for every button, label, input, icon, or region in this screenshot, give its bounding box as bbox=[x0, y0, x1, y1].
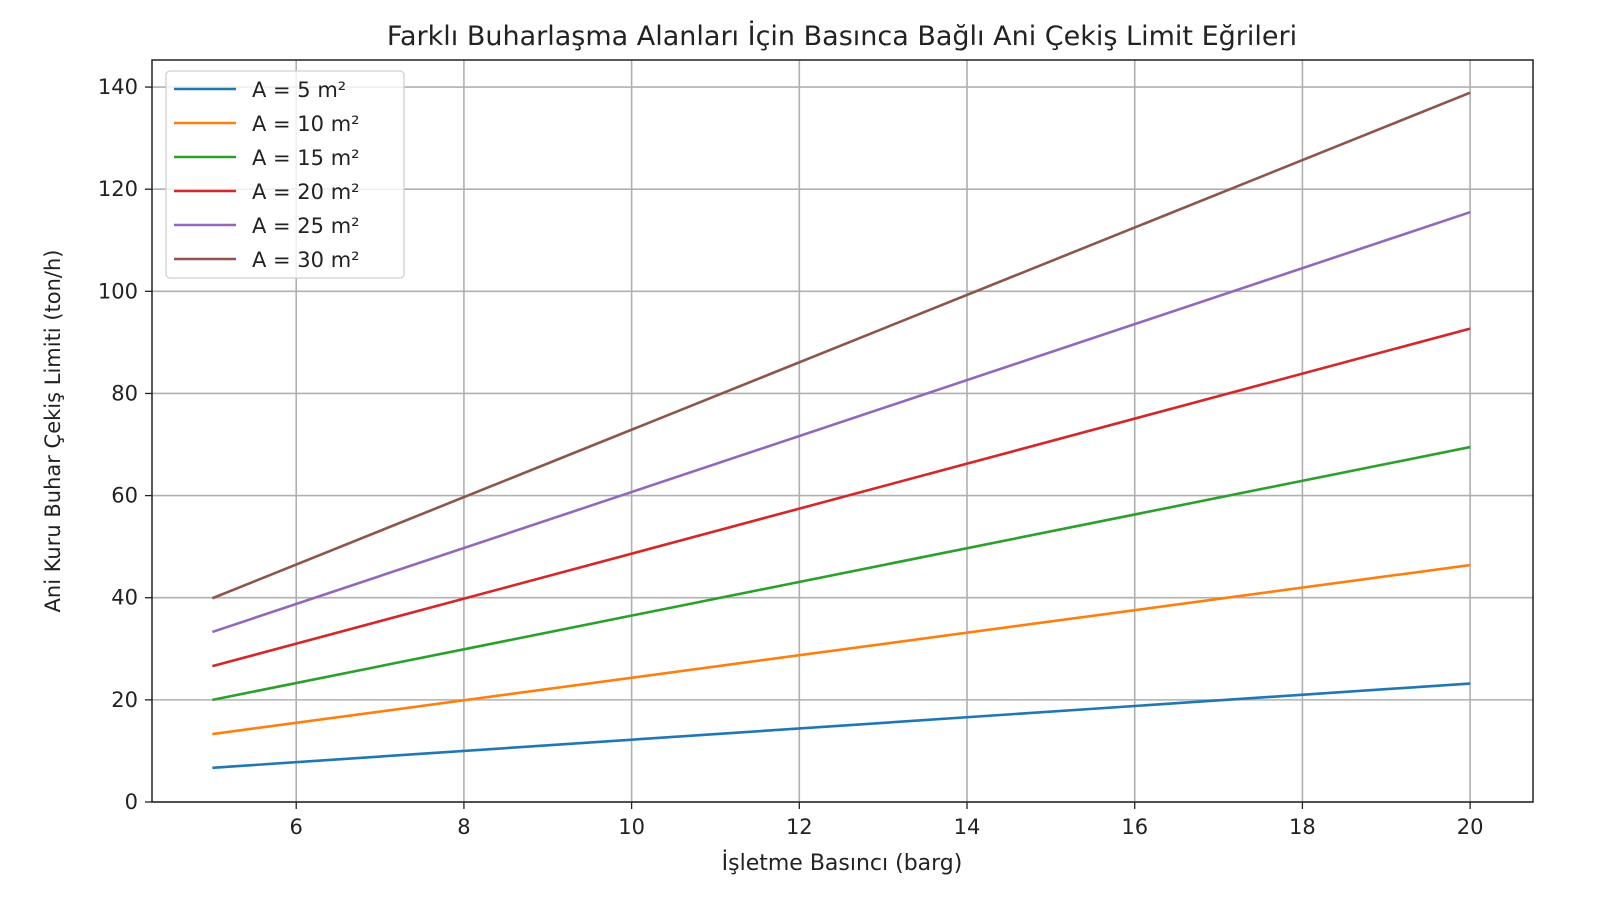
x-tick-label: 12 bbox=[786, 815, 813, 839]
plot-frame bbox=[151, 59, 1534, 803]
legend-label: A = 30 m² bbox=[252, 248, 360, 272]
legend-label: A = 5 m² bbox=[252, 78, 346, 102]
legend-label: A = 25 m² bbox=[252, 214, 360, 238]
y-axis-label: Ani Kuru Buhar Çekiş Limiti (ton/h) bbox=[41, 250, 65, 613]
y-tick-label: 140 bbox=[98, 75, 138, 99]
legend: A = 5 m² A = 10 m² A = 15 m² A = 20 m² A = 2… bbox=[165, 70, 405, 279]
legend-label: A = 20 m² bbox=[252, 180, 360, 204]
y-tick-label: 80 bbox=[111, 381, 138, 405]
x-tick-label: 6 bbox=[290, 815, 303, 839]
series-line bbox=[211, 210, 1471, 634]
x-tick-label: 20 bbox=[1457, 815, 1484, 839]
y-tick-label: 120 bbox=[98, 177, 138, 201]
series-line bbox=[212, 327, 1471, 668]
y-tick-label: 20 bbox=[111, 688, 138, 712]
legend-label: A = 15 m² bbox=[252, 146, 360, 170]
y-tick-label: 40 bbox=[111, 586, 138, 610]
y-tick-label: 60 bbox=[111, 484, 138, 508]
y-ticks: 0 20 40 60 80 100 120 140 bbox=[98, 75, 152, 814]
x-tick-label: 18 bbox=[1289, 815, 1316, 839]
x-axis-label: İşletme Basıncı (barg) bbox=[722, 850, 963, 876]
y-tick-label: 0 bbox=[125, 790, 138, 814]
grid bbox=[152, 60, 1533, 803]
x-tick-label: 10 bbox=[618, 815, 645, 839]
x-tick-label: 14 bbox=[954, 815, 981, 839]
chart-title: Farklı Buharlaşma Alanları İçin Basınca … bbox=[387, 20, 1297, 52]
series-line bbox=[212, 445, 1471, 702]
x-ticks: 6 8 10 12 14 16 18 20 bbox=[290, 802, 1484, 839]
series-line bbox=[212, 682, 1471, 770]
legend-box bbox=[165, 70, 405, 279]
x-tick-label: 8 bbox=[457, 815, 470, 839]
legend-label: A = 10 m² bbox=[252, 112, 360, 136]
series-line bbox=[211, 91, 1471, 600]
series-line bbox=[212, 563, 1471, 736]
x-tick-label: 16 bbox=[1121, 815, 1148, 839]
series-lines bbox=[211, 91, 1471, 770]
y-tick-label: 100 bbox=[98, 279, 138, 303]
